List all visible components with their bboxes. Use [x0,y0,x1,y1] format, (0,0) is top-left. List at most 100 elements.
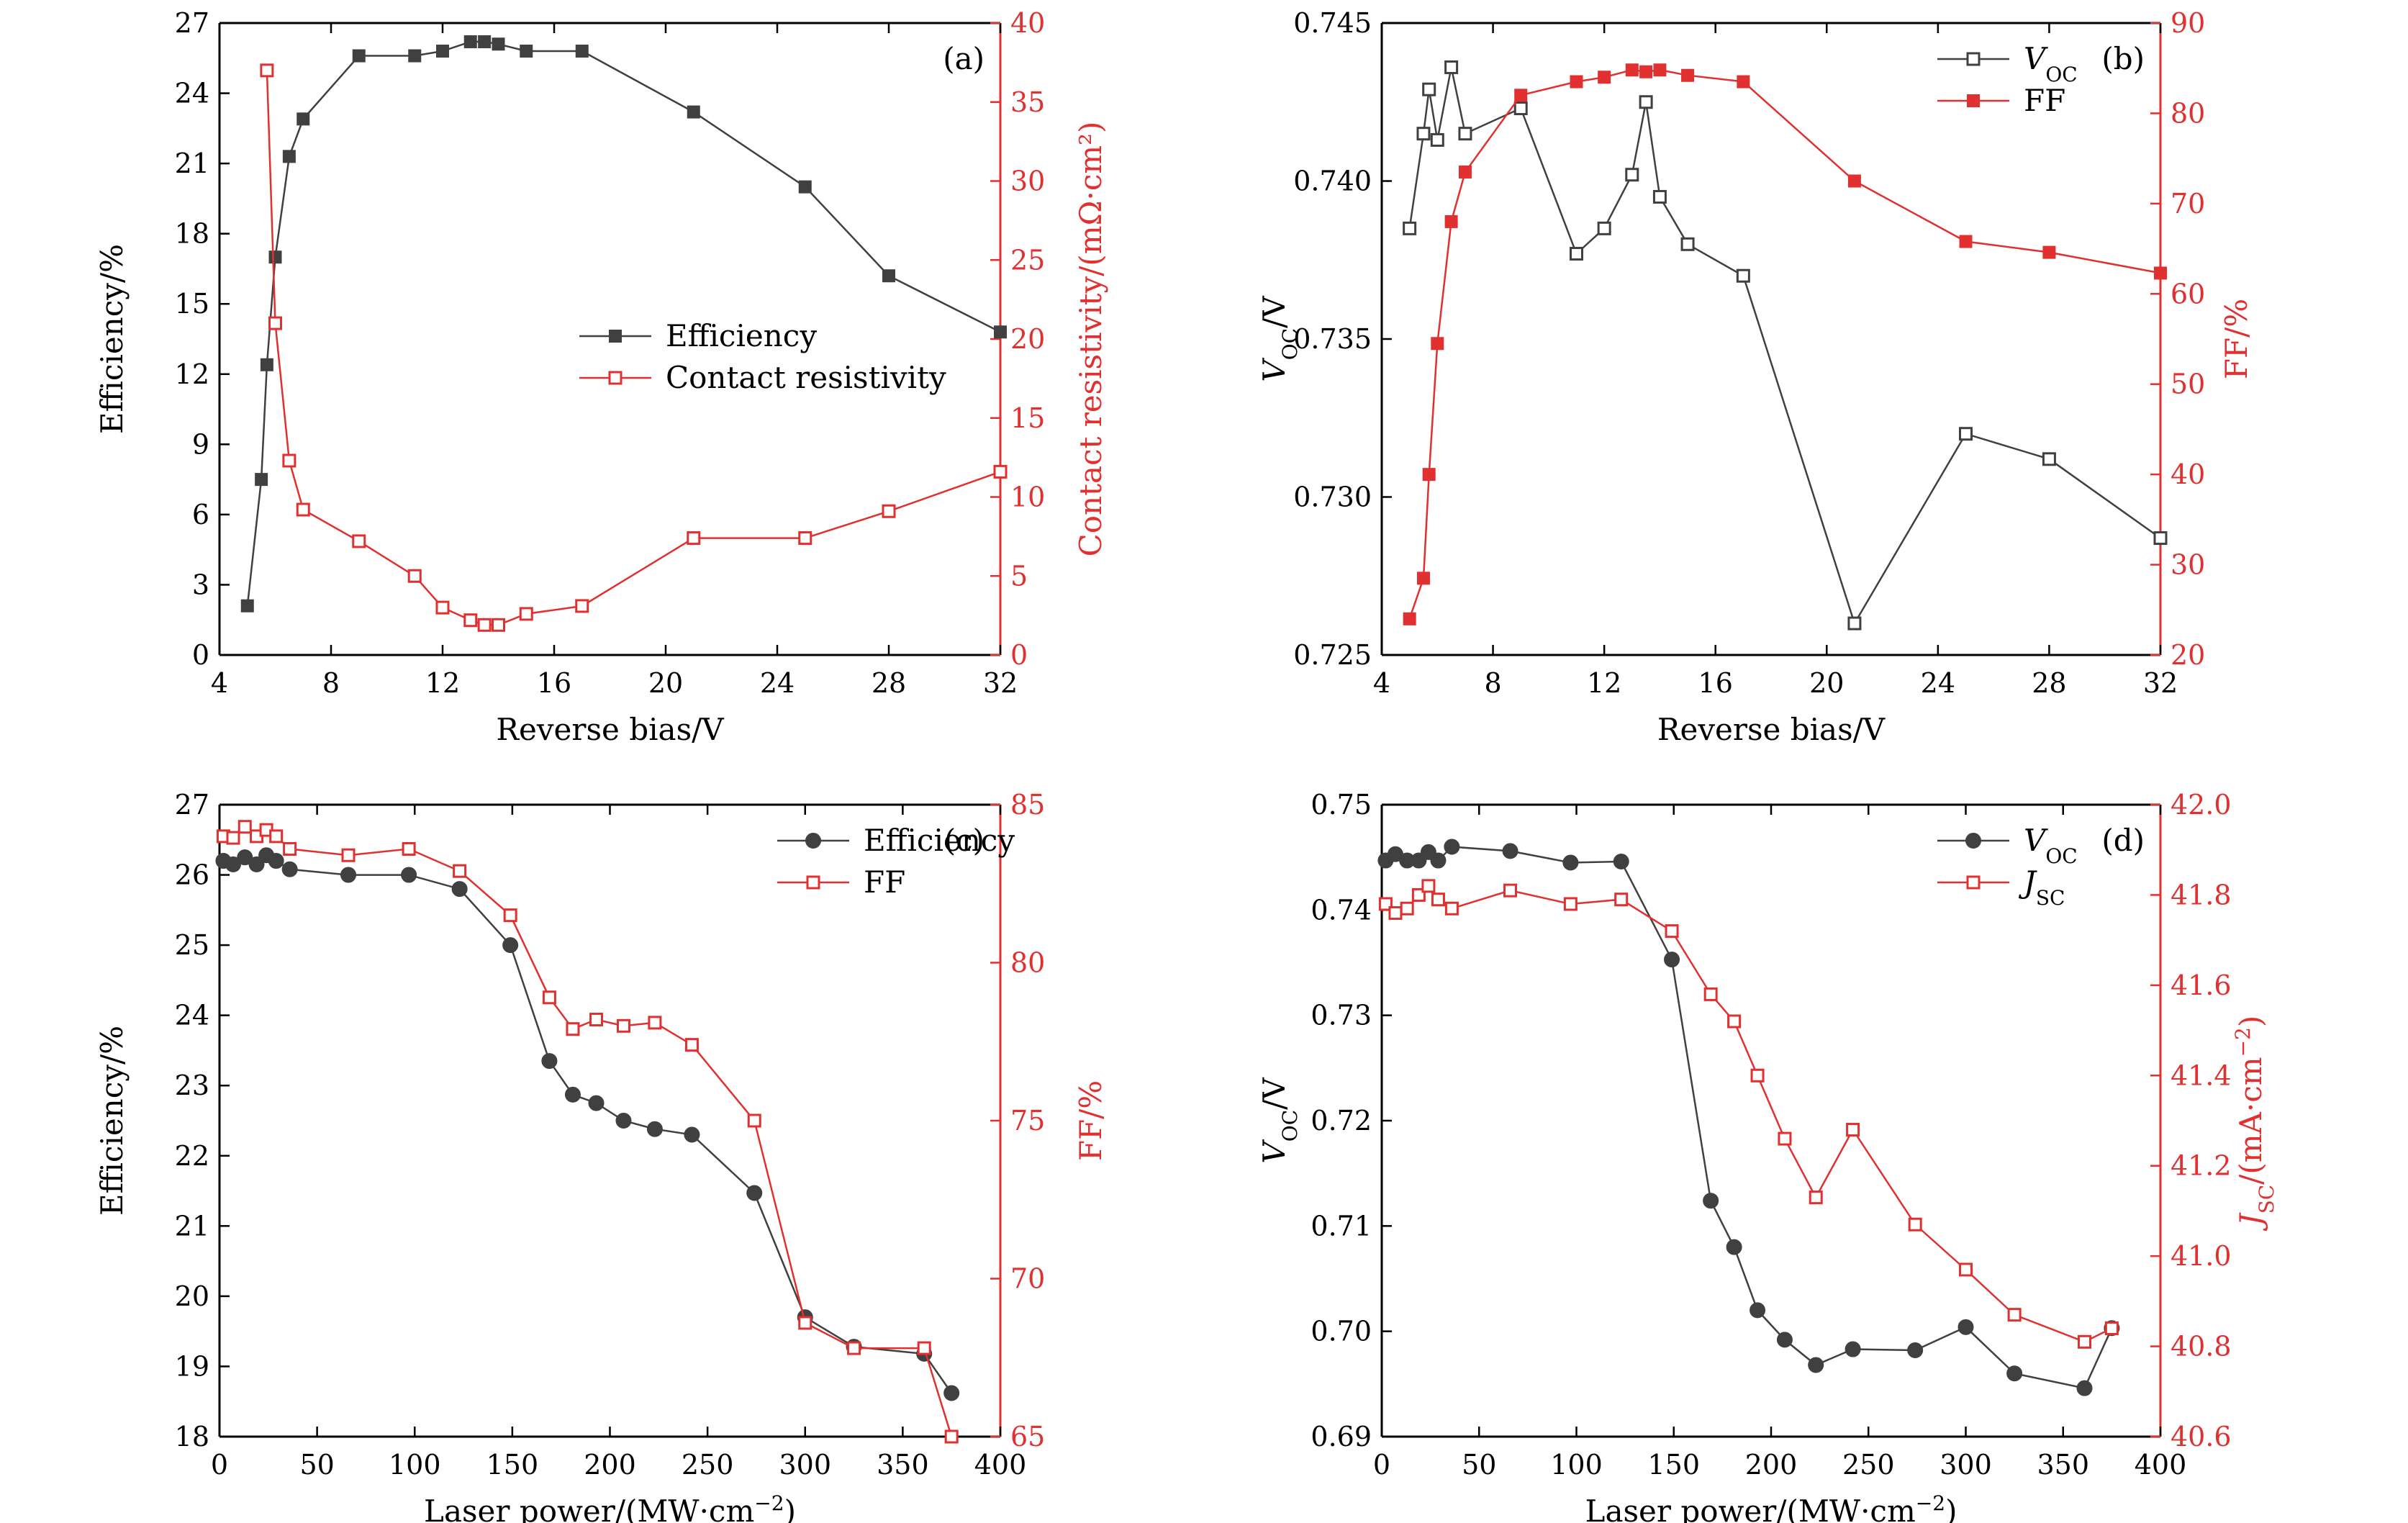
y-tick-label: 21 [175,1210,209,1242]
data-point [542,990,556,1005]
data-point [1809,1190,1823,1205]
y2-tick-label: 40.8 [2171,1331,2232,1362]
y2-axis-label: JSC/(mA·cm−2) [2231,1016,2278,1232]
y2-axis-label: FF/% [2219,299,2254,379]
data-point [1737,75,1750,89]
x-tick-label: 16 [1698,667,1733,699]
x-tick-label: 100 [389,1449,441,1481]
data-point [1727,1014,1742,1029]
y-tick-label: 0.70 [1311,1316,1372,1347]
data-point [401,867,417,883]
data-point [615,1113,632,1129]
data-point [1808,1357,1824,1373]
data-point [340,867,357,883]
data-point [1430,132,1444,147]
x-tick-label: 250 [1842,1449,1895,1481]
panel-b: 4 8 12 16 20 24 28 32 0.725 0.730 0.735 0.740 0.745 2… [1257,7,2254,747]
x-tick-label: 300 [1939,1449,1992,1481]
legend-label: JSC [2018,864,2065,910]
data-point [1411,887,1426,902]
data-point [564,1086,581,1103]
data-point [248,856,265,872]
data-point [492,618,505,632]
data-point [747,1113,761,1128]
data-point [1513,101,1528,116]
y-tick-label: 19 [175,1350,209,1382]
y-tick-label: 24 [175,78,209,109]
panel-label: (c) [944,823,985,858]
legend-marker [1967,94,1980,107]
data-point [1908,1217,1922,1231]
y2-tick-label: 20 [1010,323,1045,355]
data-point [1570,75,1583,89]
x-tick-label: 50 [299,1449,334,1481]
x-tick-label: 8 [322,667,340,699]
legend-marker [608,371,623,385]
data-point [407,569,422,583]
panel-label: (d) [2101,823,2145,858]
data-point [2006,1365,2023,1382]
y-tick-label: 0.72 [1311,1105,1372,1136]
y2-tick-label: 40 [2171,458,2205,490]
data-point [1653,63,1667,77]
data-point [451,881,468,898]
y2-tick-label: 41.2 [2171,1150,2232,1182]
y-tick-label: 25 [175,929,209,961]
data-point [436,45,449,58]
y-tick-label: 20 [175,1280,209,1312]
data-point [1502,843,1518,859]
legend-marker [1965,833,1981,849]
data-point [1422,468,1436,482]
x-axis-label: Laser power/(MW·cm−2) [424,1491,796,1523]
y2-tick-label: 0 [1010,639,1028,671]
x-axis-label: Reverse bias/V [1657,712,1886,747]
data-point [2076,1380,2093,1396]
data-point [520,45,533,58]
legend-marker [609,330,622,343]
data-point [282,453,297,468]
data-point [1681,68,1695,82]
y-tick-label: 23 [175,1070,209,1101]
data-point [1736,268,1750,283]
data-point [408,49,422,63]
series-0 [215,847,960,1401]
data-point [1776,1332,1793,1348]
legend-label: FF [2024,83,2065,118]
data-point [281,861,298,877]
series-0 [1403,60,2168,631]
series-line [1408,68,2161,620]
data-point [283,841,297,856]
data-point [1416,571,1430,585]
data-point [1458,127,1472,141]
series-0 [240,35,1007,613]
y-tick-label: 18 [175,218,209,250]
data-point [541,1053,558,1070]
y2-tick-label: 60 [2171,278,2205,309]
panel-label: (b) [2101,41,2145,76]
legend-label: VOC [2024,41,2078,86]
series-1 [1378,879,2119,1349]
y-axis-label: VOC/V [1257,1077,1302,1164]
data-point [944,1429,959,1444]
y-tick-label: 0.69 [1311,1421,1372,1452]
x-tick-label: 400 [2135,1449,2187,1481]
data-point [255,473,268,487]
data-point [1703,987,1718,1001]
data-point [1503,883,1518,898]
data-point [1652,189,1667,204]
data-point [477,618,492,632]
data-point [503,908,517,923]
data-point [1665,924,1679,939]
data-point [648,1016,662,1030]
data-point [260,358,273,371]
legend-marker [1966,52,1981,66]
data-point [1431,337,1444,351]
data-point [453,864,467,878]
series-line [223,826,953,1437]
series-line [222,854,953,1394]
data-point [492,37,505,51]
x-tick-label: 16 [537,667,571,699]
y2-tick-label: 20 [2171,639,2205,671]
data-point [616,1018,630,1033]
data-point [1388,906,1403,921]
